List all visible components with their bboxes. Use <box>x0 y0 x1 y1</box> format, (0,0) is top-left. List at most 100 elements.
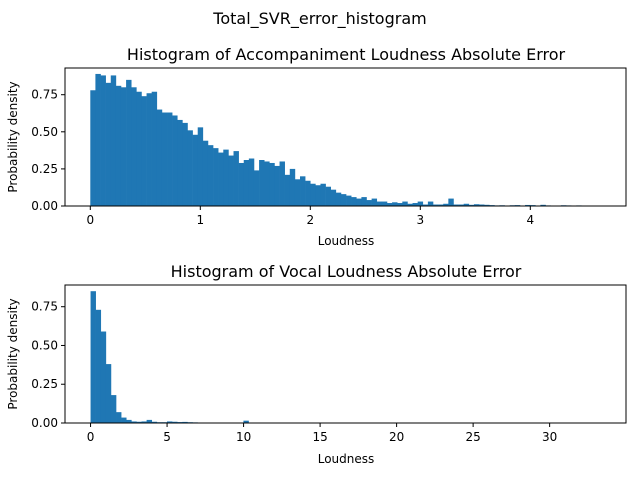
y-tick-label: 0.50 <box>31 338 58 352</box>
histogram-bar <box>330 189 337 206</box>
x-tick-label: 3 <box>416 213 424 227</box>
histogram-bar <box>294 179 301 206</box>
histogram-bar <box>253 170 260 206</box>
histogram-bar <box>166 421 173 423</box>
histogram-bar <box>269 162 275 206</box>
histogram-bar <box>141 96 147 206</box>
histogram-bar <box>402 201 408 206</box>
histogram-bar <box>131 421 137 423</box>
histogram-bar <box>116 412 122 423</box>
histogram-bar <box>136 91 142 206</box>
histogram-bar <box>371 198 378 206</box>
histogram-bar <box>126 419 132 423</box>
y-tick-label: 0.75 <box>31 88 58 102</box>
histogram-bar <box>110 75 117 206</box>
histogram-bar <box>443 203 449 206</box>
y-tick-label: 0.25 <box>31 162 58 176</box>
histogram-bar <box>479 204 485 206</box>
accompaniment-histogram: Histogram of Accompaniment Loudness Abso… <box>6 45 627 248</box>
histogram-bar <box>453 204 459 206</box>
histogram-bar <box>458 204 464 206</box>
histogram-bar <box>346 195 352 206</box>
histogram-bar <box>274 165 280 206</box>
histogram-bar <box>310 183 316 206</box>
histogram-bar <box>141 421 147 423</box>
histogram-bar <box>422 204 429 206</box>
histogram-bar <box>468 204 475 206</box>
histogram-bar <box>238 162 245 206</box>
x-tick-label: 15 <box>312 430 327 444</box>
histogram-bar <box>305 180 311 206</box>
histogram-bar <box>243 160 250 206</box>
histogram-bar <box>448 198 454 206</box>
x-tick-label: 0 <box>86 213 94 227</box>
histogram-bar <box>438 204 444 206</box>
histogram-bar <box>213 148 219 206</box>
histogram-bar <box>376 201 383 206</box>
histogram-bar <box>167 112 173 206</box>
histogram-bar <box>202 140 209 206</box>
histogram-bar <box>300 176 306 206</box>
histogram-bar <box>335 192 342 206</box>
histogram-bar <box>105 82 112 206</box>
histogram-bar <box>100 75 106 206</box>
histogram-bar <box>207 145 214 206</box>
histogram-bar <box>397 203 403 206</box>
histogram-bar <box>172 421 178 423</box>
figure-suptitle: Total_SVR_error_histogram <box>212 9 426 29</box>
histogram-bar <box>156 109 163 206</box>
histogram-bar <box>90 291 96 423</box>
histogram-bar <box>95 73 101 206</box>
histogram-bar <box>417 201 424 206</box>
x-tick-label: 2 <box>306 213 314 227</box>
histogram-bar <box>192 134 199 206</box>
histogram-bar <box>136 421 142 423</box>
histogram-bar <box>233 151 239 206</box>
histogram-bar <box>356 198 362 206</box>
x-tick-label: 4 <box>526 213 534 227</box>
histogram-bar <box>412 203 418 206</box>
histogram-bar <box>131 87 137 206</box>
y-tick-label: 0.50 <box>31 125 58 139</box>
histogram-bar <box>95 309 102 423</box>
y-axis-label: Probability density <box>6 81 20 192</box>
x-tick-label: 1 <box>196 213 204 227</box>
histogram-bar <box>259 160 265 206</box>
histogram-bar <box>243 420 249 423</box>
y-axis-label: Probability density <box>6 298 20 409</box>
histogram-bar <box>484 204 490 206</box>
y-tick-label: 0.00 <box>31 416 58 430</box>
x-tick-label: 5 <box>163 430 171 444</box>
histogram-bar <box>264 161 270 206</box>
histogram-bar <box>120 87 127 206</box>
histogram-bar <box>248 158 255 206</box>
histogram-bar <box>161 112 168 206</box>
plot-frame <box>64 67 627 207</box>
histogram-bar <box>90 90 96 206</box>
histogram-bar <box>325 186 331 206</box>
histogram-bar <box>433 204 439 206</box>
histogram-bar <box>182 122 188 206</box>
histogram-bar <box>463 203 470 206</box>
x-tick-label: 10 <box>236 430 251 444</box>
chart-title: Histogram of Vocal Loudness Absolute Err… <box>171 262 522 281</box>
histogram-bar <box>151 91 158 206</box>
histogram-bar <box>407 203 413 206</box>
plot-frame <box>64 284 627 424</box>
x-tick-label: 0 <box>87 430 95 444</box>
histogram-bar <box>386 203 393 206</box>
histogram-bar <box>182 421 188 423</box>
x-axis-label: Loudness <box>318 234 375 248</box>
x-tick-label: 30 <box>542 430 557 444</box>
histogram-bar <box>177 119 183 206</box>
x-tick-label: 20 <box>389 430 404 444</box>
histogram-bar <box>146 419 153 423</box>
y-tick-label: 0.00 <box>31 199 58 213</box>
x-axis-label: Loudness <box>318 452 375 466</box>
histogram-bar <box>340 194 347 206</box>
histogram-bar <box>146 93 152 206</box>
histogram-bar <box>115 85 122 206</box>
histogram-bar <box>284 174 291 206</box>
histogram-bar <box>197 127 204 206</box>
